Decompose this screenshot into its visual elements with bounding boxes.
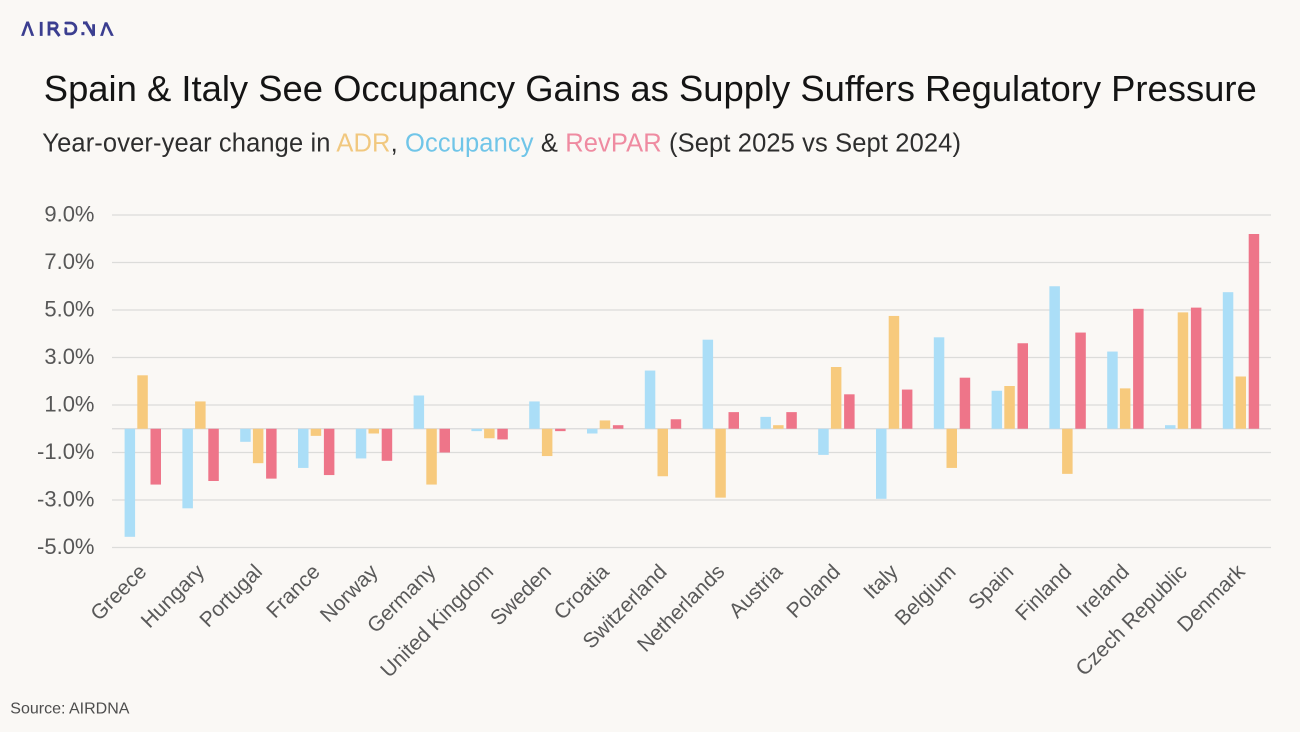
svg-text:Spain & Italy See Occupancy Ga: Spain & Italy See Occupancy Gains as Sup… bbox=[44, 68, 1257, 109]
svg-text:9.0%: 9.0% bbox=[44, 202, 94, 227]
svg-text:5.0%: 5.0% bbox=[44, 297, 94, 322]
svg-text:Source: AIRDNA: Source: AIRDNA bbox=[10, 701, 129, 718]
svg-text:3.0%: 3.0% bbox=[44, 344, 94, 369]
svg-text:-1.0%: -1.0% bbox=[37, 439, 94, 464]
svg-text:7.0%: 7.0% bbox=[44, 249, 94, 274]
svg-text:1.0%: 1.0% bbox=[44, 392, 94, 417]
svg-text:-5.0%: -5.0% bbox=[37, 534, 94, 559]
svg-text:-3.0%: -3.0% bbox=[37, 487, 94, 512]
svg-text:Year-over-year change in ADR,: Year-over-year change in ADR, Occupancy … bbox=[42, 130, 961, 158]
